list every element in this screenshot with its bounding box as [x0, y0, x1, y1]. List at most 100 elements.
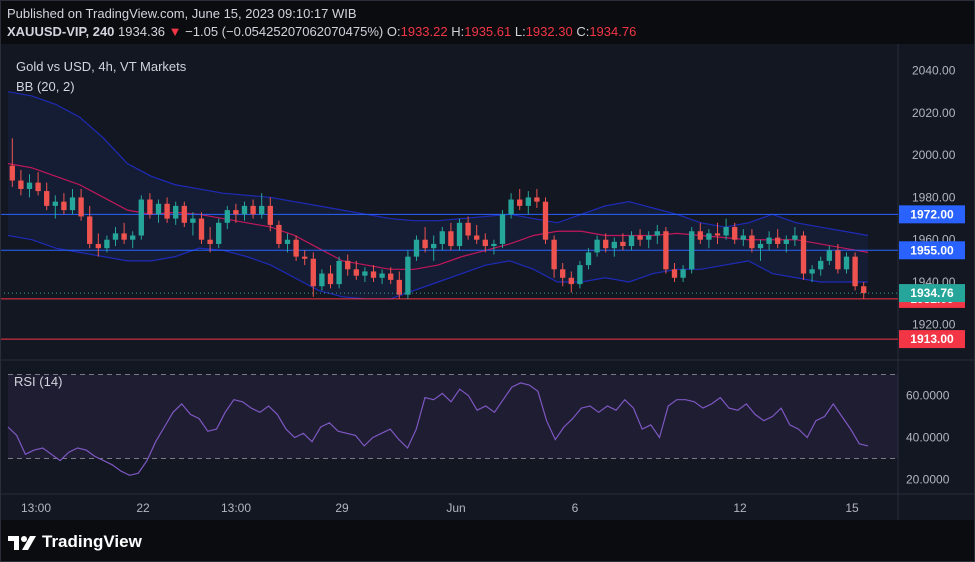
- candle-body: [663, 231, 669, 270]
- candle-body: [775, 237, 781, 244]
- down-arrow-icon: ▼: [168, 24, 182, 39]
- candle-body: [18, 180, 24, 189]
- candle-body: [431, 243, 437, 249]
- candle-body: [551, 239, 557, 270]
- level-tag: [899, 330, 965, 349]
- level-tag: [899, 205, 965, 224]
- candle-body: [284, 239, 291, 244]
- high-value: 1935.61: [464, 24, 512, 39]
- time-tick-label: 13:00: [21, 501, 51, 515]
- candle-body: [370, 271, 377, 278]
- candle-body: [35, 182, 41, 192]
- candle-body: [112, 233, 119, 240]
- level-tag-label: 1955.00: [910, 243, 954, 257]
- candle-body: [628, 235, 635, 247]
- rsi-tick-label: 40.0000: [906, 431, 950, 445]
- candle-body: [508, 199, 514, 215]
- candle-body: [276, 224, 282, 244]
- rsi-tick-label: 20.0000: [906, 473, 950, 487]
- candle-body: [130, 235, 136, 240]
- ohlc-legend: XAUUSD-VIP, 240 1934.36 ▼ −1.05 (−0.0542…: [7, 24, 636, 39]
- time-tick-label: 15: [845, 501, 859, 515]
- candle-body: [422, 239, 428, 249]
- price-change: −1.05 (−0.05425207062070475%): [185, 24, 384, 39]
- candle-body: [706, 233, 712, 240]
- candle-body: [448, 231, 454, 247]
- candle-body: [757, 243, 764, 249]
- current-price-tag: [899, 284, 965, 303]
- close-value: 1934.76: [589, 24, 637, 39]
- candle-body: [852, 256, 858, 287]
- candle-body: [792, 235, 798, 240]
- open-label: O:: [386, 24, 401, 39]
- candle-body: [800, 235, 807, 274]
- low-label: L:: [514, 24, 526, 39]
- candle-body: [714, 233, 721, 236]
- high-label: H:: [451, 24, 465, 39]
- time-tick-label: 13:00: [221, 501, 251, 515]
- candle-body: [233, 210, 239, 215]
- price-tick-label: 2000.00: [912, 148, 956, 162]
- symbol-label[interactable]: XAUUSD-VIP, 240: [7, 24, 115, 39]
- candle-body: [198, 218, 205, 240]
- candle-body: [542, 201, 549, 240]
- bb-indicator-label[interactable]: BB (20, 2): [16, 79, 75, 94]
- candle-body: [654, 231, 660, 236]
- candle-body: [241, 205, 248, 215]
- candle-body: [259, 205, 265, 215]
- candle-body: [121, 233, 127, 240]
- candle-body: [517, 199, 523, 206]
- rsi-indicator-label[interactable]: RSI (14): [14, 374, 63, 389]
- bb-lower-line: [7, 234, 868, 300]
- price-tick-label: 1920.00: [912, 317, 956, 331]
- candle-body: [405, 256, 411, 295]
- level-tag-label: 1913.00: [910, 332, 954, 346]
- candle-body: [740, 235, 746, 240]
- candle-body: [388, 273, 394, 280]
- candle-body: [637, 235, 643, 240]
- candle-body: [44, 191, 50, 206]
- level-tag-label: 1972.00: [910, 207, 954, 221]
- candle-body: [482, 239, 488, 247]
- published-note: Published on TradingView.com, June 15, 2…: [7, 6, 357, 21]
- last-price: 1934.36: [118, 24, 166, 39]
- bb-fill: [8, 91, 868, 299]
- candle-body: [439, 231, 445, 244]
- candle-body: [646, 235, 652, 240]
- rsi-band-fill: [8, 374, 898, 459]
- candle-body: [310, 258, 316, 287]
- candle-body: [413, 239, 420, 257]
- candle-body: [327, 273, 334, 285]
- candle-body: [620, 241, 626, 247]
- candle-body: [396, 279, 402, 295]
- candle-body: [835, 250, 841, 270]
- price-chart[interactable]: 2040.002020.002000.001980.001960.001940.…: [0, 44, 975, 520]
- close-label: C:: [576, 24, 590, 39]
- candle-body: [69, 197, 76, 211]
- current-price-label: 1934.76: [910, 286, 954, 300]
- rsi-tick-label: 60.0000: [906, 389, 950, 403]
- candle-body: [809, 269, 815, 274]
- candle-body: [671, 269, 678, 278]
- candle-body: [577, 265, 583, 285]
- price-tick-label: 1980.00: [912, 190, 956, 204]
- candle-body: [293, 239, 299, 257]
- time-tick-label: Jun: [446, 501, 465, 515]
- time-tick-label: 29: [335, 501, 349, 515]
- candle-body: [766, 237, 772, 244]
- candle-body: [680, 269, 686, 278]
- candle-body: [353, 269, 359, 276]
- candle-body: [749, 235, 755, 249]
- candle-body: [190, 218, 196, 223]
- candle-body: [732, 227, 738, 240]
- candle-body: [319, 273, 325, 287]
- candle-body: [52, 201, 58, 206]
- candle-body: [843, 256, 850, 270]
- candle-body: [560, 269, 566, 278]
- candle-body: [499, 214, 506, 244]
- candle-body: [61, 201, 67, 211]
- tradingview-logo[interactable]: TradingView: [8, 532, 142, 552]
- price-tick-label: 2040.00: [912, 64, 956, 78]
- candle-body: [181, 205, 187, 223]
- level-tag: [899, 241, 965, 260]
